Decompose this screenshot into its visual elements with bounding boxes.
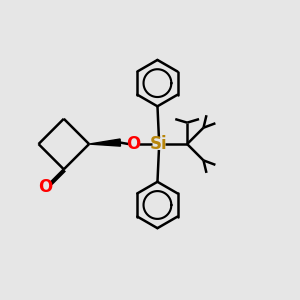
Polygon shape [89,139,120,146]
Text: O: O [127,135,141,153]
Text: Si: Si [150,135,168,153]
Text: O: O [39,178,53,196]
